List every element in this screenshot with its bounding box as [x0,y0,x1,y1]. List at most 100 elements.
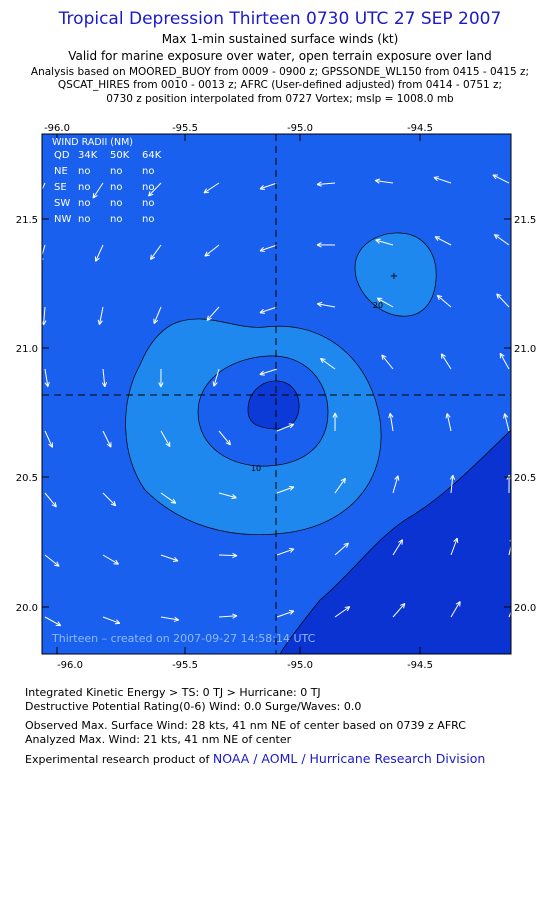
wind-vector-arrow [496,293,510,308]
wind-radii-header-cell: 34K [78,150,98,161]
wind-vector-arrow [319,357,336,370]
wind-vector-arrow [376,297,394,308]
wind-radii-title: WIND RADII (NM) [52,137,133,148]
lat-tick-right-1: 21.5 [514,215,536,226]
wind-radii-cell: NE [54,166,68,177]
wind-vector-arrow [204,244,220,257]
wind-radii-cell: SW [54,198,70,209]
wind-vector-arrow [450,601,461,618]
wind-vector-arrow [503,413,510,432]
wind-vector-arrow [259,182,278,190]
wind-vector-arrow [160,554,179,562]
wind-vectors [42,174,511,627]
wind-vector-arrow [218,552,238,559]
wind-vector-arrow [434,236,452,246]
wind-vector-arrow [492,174,510,184]
plot-frame [41,133,512,655]
contour-20kt-area-northeast [354,232,437,317]
wind-vector-arrow [316,181,336,187]
wind-vector-arrow [153,306,162,324]
wind-vector-arrow [218,430,231,446]
wind-vector-arrow [44,492,57,508]
product-credit-prefix: Experimental research product of [25,753,210,766]
wind-radii-box: WIND RADII (NM) QD 34K 50K 64K NE no no no SE no n… [52,137,162,225]
wind-vector-arrow [94,244,104,262]
wind-vector-arrow [276,485,295,494]
wind-radii-cell: SE [54,182,67,193]
lon-tick-top-4: -94.5 [407,123,433,134]
hrd-link[interactable]: NOAA / AOML / Hurricane Research Divisio… [212,751,486,766]
lon-tick-bottom-2: -95.5 [172,660,198,671]
wind-field-map: 10 20 + WIND RADII (NM) QD 34K 50K 64K NE no n… [16,123,537,671]
wind-vector-arrow [317,301,336,308]
wind-radii-cell: NW [54,214,71,225]
wind-vector-arrow [206,306,220,321]
dpr-line: Destructive Potential Rating(0-6) Wind: … [25,700,362,713]
wind-vector-arrow [334,542,349,556]
wind-radii-cell: no [110,182,122,193]
wind-vector-arrow [259,244,278,252]
lon-tick-top-1: -96.0 [44,123,70,134]
wind-radii-cell: no [142,182,154,193]
wind-radii-cell: no [110,198,122,209]
map-subtitle-exposure: Valid for marine exposure over water, op… [68,49,492,63]
wind-vector-arrow [449,474,456,494]
wind-vector-arrow [160,616,180,622]
lat-tick-left-2: 21.0 [16,344,38,355]
lon-tick-bottom-3: -95.0 [287,660,313,671]
lon-tick-top-2: -95.5 [172,123,198,134]
wind-vector-arrow [450,537,459,556]
wind-vector-arrow [102,616,121,625]
wind-vector-arrow [92,182,104,199]
wind-vector-arrow [316,242,336,248]
lat-tick-right-3: 20.5 [514,473,536,484]
map-title: Tropical Depression Thirteen 0730 UTC 27… [58,9,502,29]
contour-core-area [247,380,300,430]
wind-vector-arrow [334,606,351,618]
axis-ticks [42,134,511,654]
wind-vector-arrow [445,413,452,432]
wind-vector-arrow [276,423,295,432]
lat-tick-right-2: 21.0 [514,344,536,355]
lat-tick-left-3: 20.5 [16,473,38,484]
ike-line: Integrated Kinetic Energy > TS: 0 TJ > H… [25,686,321,699]
product-credit: Experimental research product of NOAA / … [25,751,485,766]
wind-vector-arrow [212,368,220,387]
wind-vector-arrow [334,477,346,494]
wind-radii-header-cell: QD [54,150,70,161]
wind-radii-cell: no [78,182,90,193]
wind-vector-arrow [375,238,394,246]
wind-vector-arrow [276,609,295,618]
wind-vector-arrow [44,430,54,448]
lon-tick-bottom-1: -96.0 [57,660,83,671]
wind-vector-arrow [436,294,452,308]
wind-radii-cell: no [78,214,90,225]
wind-vector-arrow [160,430,171,448]
wind-radii-cell: no [78,166,90,177]
contour-label-20: 20 [373,301,383,310]
analysis-sources-line-3: 0730 z position interpolated from 0727 V… [106,93,454,105]
wind-vector-arrow [101,368,108,388]
wind-radii-cell: no [142,198,154,209]
wind-vector-arrow [259,368,278,376]
wind-vector-arrow [332,412,338,432]
wind-vector-arrow [493,234,510,246]
wind-vector-arrow [374,178,394,184]
wind-radii-cell: no [142,166,154,177]
wind-vector-arrow [97,306,104,325]
lat-tick-left-4: 20.0 [16,603,38,614]
wind-vector-arrow [160,492,177,504]
analysis-sources-line-2: QSCAT_HIRES from 0010 - 0013 z; AFRC (Us… [57,79,503,91]
southeast-wind-region [279,429,511,654]
wind-vector-arrow [499,352,510,370]
wind-radii-header-cell: 64K [142,150,162,161]
wind-radii-header-cell: 50K [110,150,130,161]
wind-vector-arrow [203,182,220,194]
wind-vector-arrow [102,554,119,565]
analyzed-max-wind: Analyzed Max. Wind: 21 kts, 41 nm NE of … [25,733,292,746]
analysis-sources-line-1: Analysis based on MOORED_BUOY from 0009 … [30,66,530,78]
lat-tick-right-4: 20.0 [514,603,536,614]
wind-vector-arrow [392,603,406,618]
wind-radii-cell: no [110,214,122,225]
wind-vector-arrow [158,368,164,388]
